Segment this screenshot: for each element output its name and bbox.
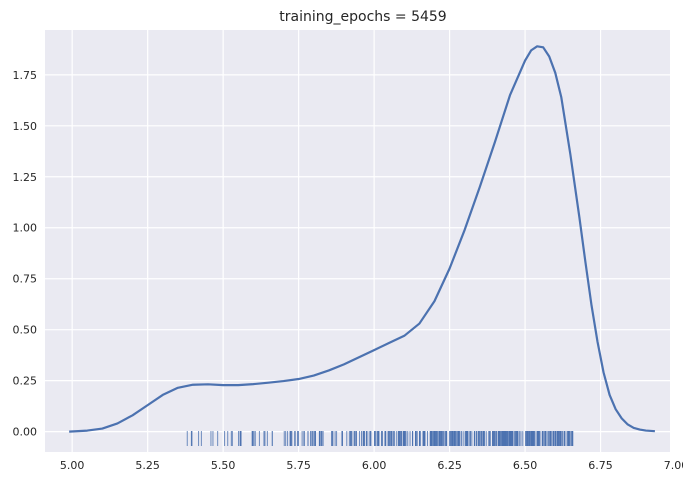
y-tick-label: 0.00: [13, 426, 38, 439]
y-tick-label: 1.00: [13, 222, 38, 235]
chart-title: training_epochs = 5459: [279, 9, 446, 25]
x-tick-label: 5.00: [60, 459, 85, 472]
y-tick-label: 0.75: [13, 273, 38, 286]
x-tick-label: 5.25: [135, 459, 160, 472]
y-tick-label: 1.25: [13, 171, 38, 184]
rug-marks: [186, 431, 574, 446]
grid: [45, 30, 677, 452]
x-axis-ticks: 5.00 5.25 5.50 5.75 6.00 6.25 6.50 6.75 7.00: [60, 459, 683, 472]
x-tick-label: 6.25: [437, 459, 462, 472]
x-tick-label: 5.50: [211, 459, 236, 472]
y-tick-label: 1.75: [13, 69, 38, 82]
y-tick-label: 1.50: [13, 120, 38, 133]
x-tick-label: 7.00: [664, 459, 683, 472]
x-tick-label: 6.00: [362, 459, 387, 472]
x-tick-label: 6.75: [588, 459, 613, 472]
y-tick-label: 0.25: [13, 375, 38, 388]
y-tick-label: 0.50: [13, 324, 38, 337]
kde-line: [69, 45, 655, 433]
y-axis-ticks: 0.00 0.25 0.50 0.75 1.00 1.25 1.50 1.75: [13, 69, 38, 439]
x-tick-label: 5.75: [286, 459, 311, 472]
plot-area: [45, 30, 670, 452]
x-tick-label: 6.50: [513, 459, 538, 472]
kde-line-layer: [69, 45, 655, 433]
